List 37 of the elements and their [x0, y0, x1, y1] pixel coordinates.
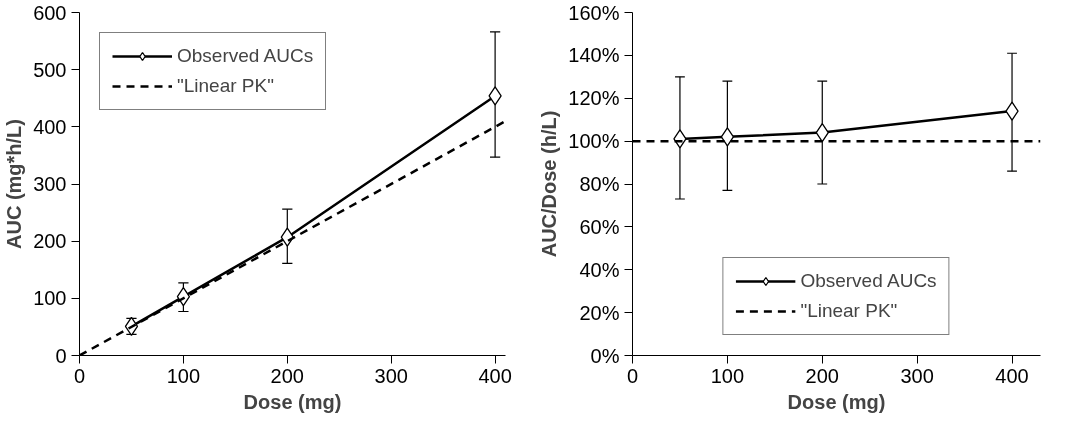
x-tick-label: 0	[73, 364, 86, 387]
y-tick-label: 80%	[579, 173, 620, 195]
x-tick-label: 300	[900, 364, 934, 387]
x-tick-label: 400	[995, 364, 1029, 387]
legend-label: Observed AUCs	[177, 45, 314, 67]
x-tick-label: 100	[710, 364, 745, 387]
y-tick-label: 100	[33, 287, 67, 310]
legend-label: "Linear PK"	[177, 75, 274, 97]
y-axis-title: AUC (mg*h/L)	[3, 119, 26, 249]
x-tick-label: 100	[166, 364, 201, 387]
y-axis-title: AUC/Dose (h/L)	[538, 110, 561, 258]
point	[720, 127, 735, 147]
y-tick-label: 300	[33, 173, 67, 195]
x-tick-label: 200	[805, 364, 839, 387]
x-tick-label: 0	[626, 364, 639, 387]
y-tick-label: 400	[33, 115, 67, 138]
y-tick-label: 0	[55, 344, 67, 367]
x-tick-label: 300	[374, 364, 408, 387]
y-tick-label: 20%	[579, 301, 620, 324]
y-tick-label: 60%	[579, 215, 620, 238]
y-tick-label: 120%	[568, 87, 620, 110]
x-axis-title: Dose (mg)	[243, 390, 342, 413]
y-tick-label: 40%	[579, 258, 620, 281]
y-tick-label: 200	[33, 230, 67, 253]
y-tick-label: 0%	[590, 344, 620, 367]
y-tick-label: 600	[33, 1, 67, 24]
y-tick-label: 160%	[568, 1, 620, 24]
x-tick-label: 200	[270, 364, 304, 387]
y-tick-label: 100%	[568, 130, 620, 153]
point	[1005, 101, 1019, 121]
y-tick-label: 140%	[568, 44, 620, 67]
x-axis-title: Dose (mg)	[787, 390, 886, 413]
legend-label: "Linear PK"	[800, 300, 898, 322]
point	[488, 86, 502, 106]
y-tick-label: 500	[33, 58, 67, 81]
x-tick-label: 400	[478, 364, 512, 387]
legend-label: Observed AUCs	[800, 270, 937, 292]
